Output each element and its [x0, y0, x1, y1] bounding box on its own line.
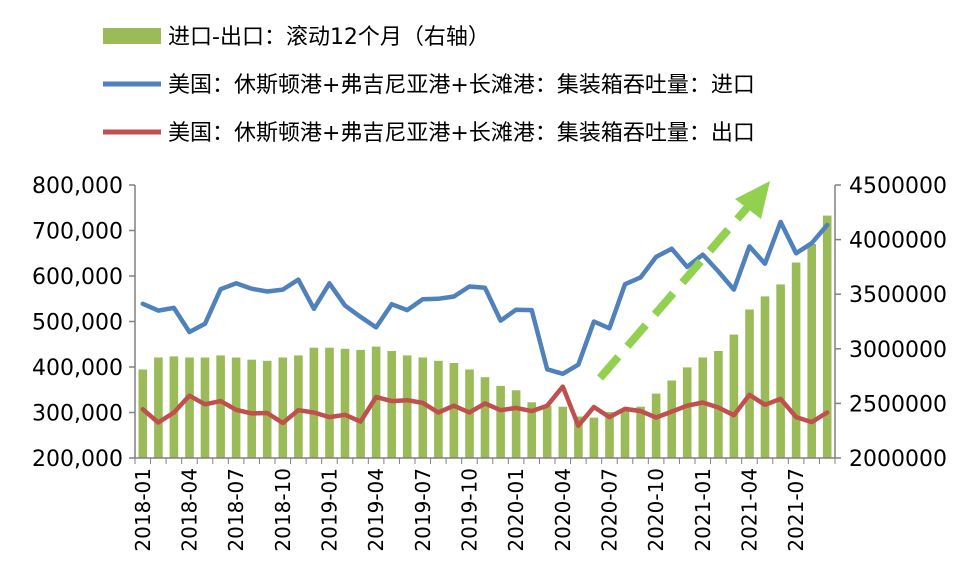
left-tick-label: 300,000 [32, 402, 123, 427]
bar [402, 355, 412, 458]
bar [667, 380, 676, 458]
legend-swatch-bar [103, 28, 161, 44]
x-tick-label: 2018-07 [224, 468, 248, 552]
left-tick-label: 200,000 [32, 447, 123, 472]
left-tick-label: 400,000 [32, 356, 123, 381]
bar [169, 356, 179, 458]
bar [356, 349, 365, 458]
bar [527, 402, 536, 458]
x-tick-label: 2019-01 [317, 468, 341, 552]
bar [682, 367, 692, 458]
x-tick-label: 2018-04 [177, 468, 201, 552]
x-tick-label: 2021-01 [691, 468, 715, 552]
trend-arrow-head [735, 181, 770, 219]
right-tick-label: 4500000 [849, 174, 947, 199]
bar [418, 357, 428, 458]
x-tick-label: 2021-04 [737, 468, 761, 552]
bar [605, 412, 614, 458]
bar [294, 355, 303, 458]
legend-label-3: 美国：休斯顿港+弗吉尼亚港+长滩港：集装箱吞吐量：出口 [168, 121, 755, 146]
right-tick-label: 2000000 [849, 447, 947, 472]
bar [278, 357, 288, 458]
bar-series-net [138, 215, 832, 458]
right-tick-label: 2500000 [849, 392, 947, 417]
export-line [140, 384, 830, 428]
bar [434, 360, 443, 458]
left-tick-label: 600,000 [32, 265, 123, 290]
bar [247, 359, 256, 458]
import-line [140, 219, 830, 377]
bar [480, 377, 490, 458]
bar [620, 411, 630, 458]
bar [340, 348, 350, 458]
x-tick-label: 2019-04 [364, 468, 388, 552]
right-tick-label: 3000000 [849, 338, 947, 363]
x-tick-label: 2018-10 [271, 468, 295, 552]
bar [807, 244, 816, 458]
x-tick-label: 2020-04 [551, 468, 575, 552]
bar [185, 357, 194, 458]
bar [309, 347, 319, 458]
bar [791, 262, 801, 458]
right-tick-label: 4000000 [849, 229, 947, 254]
bar [449, 363, 459, 458]
legend-label-2: 美国：休斯顿港+弗吉尼亚港+长滩港：集装箱吞吐量：进口 [168, 73, 755, 98]
bar [698, 357, 708, 458]
bar [262, 360, 272, 458]
right-tick-label: 3500000 [849, 283, 947, 308]
bar [714, 351, 723, 458]
x-tick-label: 2019-10 [457, 468, 481, 552]
bar [729, 334, 739, 458]
bar [200, 357, 210, 458]
legend: 进口-出口：滚动12个月（右轴） 美国：休斯顿港+弗吉尼亚港+长滩港：集装箱吞吐量… [103, 25, 755, 146]
x-tick-label: 2018-01 [131, 468, 155, 552]
bar [589, 417, 599, 458]
left-tick-label: 500,000 [32, 311, 123, 336]
bar [776, 284, 785, 458]
x-tick-label: 2020-01 [504, 468, 528, 552]
bar [216, 355, 225, 458]
axes: 200,000 300,000 400,000 500,000 600,000 700,0… [32, 174, 947, 552]
bar [651, 393, 661, 458]
bar [636, 406, 645, 458]
bar [574, 416, 583, 458]
left-tick-label: 800,000 [32, 174, 123, 199]
line-series [140, 219, 830, 428]
x-tick-label: 2019-07 [411, 468, 435, 552]
bar [822, 215, 832, 458]
bar [542, 405, 552, 458]
bar [558, 406, 568, 458]
bar [496, 385, 505, 458]
bar [760, 296, 770, 458]
left-tick-label: 700,000 [32, 220, 123, 245]
bar [154, 357, 163, 458]
bar [371, 346, 381, 458]
bar [325, 347, 334, 458]
bar [511, 390, 521, 458]
trend-arrow-shaft [596, 199, 756, 381]
legend-label-1: 进口-出口：滚动12个月（右轴） [168, 25, 490, 50]
bar [387, 351, 396, 458]
x-tick-label: 2020-07 [597, 468, 621, 552]
bar [138, 369, 148, 458]
trend-arrow-annotation [596, 181, 770, 381]
x-tick-label: 2020-10 [644, 468, 668, 552]
x-tick-label: 2021-07 [784, 468, 808, 552]
bar [745, 309, 754, 458]
